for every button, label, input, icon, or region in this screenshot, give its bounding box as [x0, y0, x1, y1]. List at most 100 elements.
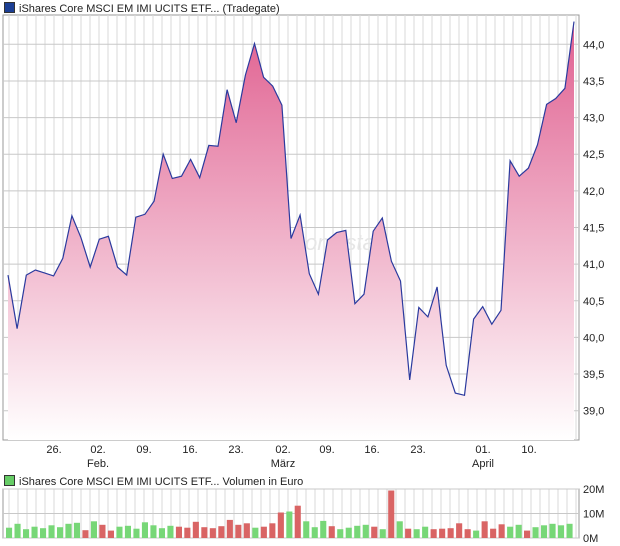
volume-bar [294, 505, 301, 538]
volume-bar [201, 527, 208, 538]
volume-bar [90, 521, 97, 538]
price-x-tick-label: 02. [275, 444, 290, 456]
volume-bar [303, 521, 310, 538]
volume-bar [396, 521, 403, 538]
price-y-tick-label: 39,5 [583, 369, 604, 381]
volume-bar [252, 527, 259, 538]
volume-bar [422, 526, 429, 538]
volume-bar [277, 512, 284, 538]
volume-y-tick-label: 0M [583, 533, 598, 545]
price-y-tick-label: 43,5 [583, 76, 604, 88]
price-legend-swatch [4, 2, 15, 13]
volume-legend: iShares Core MSCI EM IMI UCITS ETF... Vo… [4, 475, 303, 488]
volume-bar [14, 523, 21, 538]
price-x-tick-label: 23. [228, 444, 243, 456]
volume-legend-swatch [4, 475, 15, 486]
volume-bar [218, 526, 225, 538]
price-x-month-label: Feb. [87, 458, 109, 470]
volume-bar [345, 527, 352, 538]
volume-bar [498, 524, 505, 538]
volume-bar [447, 528, 454, 538]
price-x-tick-label: 02. [90, 444, 105, 456]
price-series-line [7, 21, 575, 397]
volume-y-tick-label: 20M [583, 484, 604, 496]
volume-bar [354, 525, 361, 539]
volume-bar [235, 524, 242, 538]
price-y-tick-label: 41,0 [583, 259, 604, 271]
volume-bar [490, 528, 497, 538]
volume-y-tick-label: 10M [583, 509, 604, 521]
volume-bar [65, 523, 72, 538]
volume-bar [464, 529, 471, 538]
volume-bar [481, 521, 488, 538]
volume-bar [40, 528, 47, 538]
volume-bar [269, 523, 276, 538]
volume-legend-unit: Volumen in Euro [222, 476, 304, 488]
price-x-tick-label: 09. [319, 444, 334, 456]
volume-bar [57, 527, 64, 538]
volume-bar [150, 525, 157, 538]
price-y-tick-label: 42,5 [583, 149, 604, 161]
volume-bar [167, 525, 174, 539]
volume-bar [23, 529, 30, 538]
volume-bar [515, 524, 522, 538]
volume-bar [175, 526, 182, 538]
price-y-tick-label: 40,0 [583, 332, 604, 344]
volume-bar [158, 528, 165, 538]
price-y-tick-label: 42,0 [583, 186, 604, 198]
price-area-fill [8, 21, 574, 440]
volume-bar [99, 524, 106, 538]
price-x-tick-label: 01. [475, 444, 490, 456]
volume-bar [456, 523, 463, 538]
volume-bar [48, 525, 55, 538]
volume-bar [507, 526, 514, 538]
volume-bar [532, 527, 539, 538]
volume-bar [82, 530, 89, 538]
price-x-tick-label: 16. [364, 444, 379, 456]
volume-bar [549, 523, 556, 538]
volume-bar [328, 526, 335, 538]
price-x-tick-label: 16. [182, 444, 197, 456]
volume-legend-label: iShares Core MSCI EM IMI UCITS ETF... [19, 476, 220, 488]
volume-bar [286, 511, 293, 538]
price-y-tick-label: 40,5 [583, 296, 604, 308]
price-x-tick-label: 26. [46, 444, 61, 456]
price-y-tick-label: 44,0 [583, 39, 604, 51]
volume-bar [192, 521, 199, 538]
volume-bar [209, 528, 216, 538]
volume-bar [362, 524, 369, 538]
price-y-tick-label: 43,0 [583, 113, 604, 125]
price-legend-label: iShares Core MSCI EM IMI UCITS ETF... [19, 3, 220, 15]
volume-chart: 20M 10M 0M [2, 484, 604, 545]
volume-bar [524, 530, 531, 538]
price-legend-exchange: (Tradegate) [222, 3, 280, 15]
volume-bar [133, 528, 140, 538]
volume-bar [73, 522, 80, 538]
price-y-tick-label: 41,5 [583, 223, 604, 235]
volume-bar [371, 526, 378, 538]
volume-bar [439, 528, 446, 538]
volume-bar [260, 526, 267, 538]
volume-bar [320, 520, 327, 538]
volume-bar [107, 530, 114, 538]
price-legend: iShares Core MSCI EM IMI UCITS ETF... (T… [4, 2, 280, 15]
price-x-month-label: März [271, 458, 295, 470]
price-x-tick-label: 23. [410, 444, 425, 456]
volume-bar [337, 529, 344, 538]
volume-bar [413, 529, 420, 538]
price-y-tick-label: 39,0 [583, 406, 604, 418]
price-chart: 44,0 43,5 43,0 42,5 42,0 41,5 41,0 40,5 40,0 39,5… [2, 14, 604, 470]
price-x-tick-label: 10. [521, 444, 536, 456]
volume-bar [116, 526, 123, 538]
volume-bar [226, 519, 233, 538]
volume-bar [379, 529, 386, 538]
price-x-tick-label: 09. [136, 444, 151, 456]
volume-bar [430, 529, 437, 538]
volume-bar [141, 522, 148, 538]
volume-bar [184, 527, 191, 538]
volume-bar [6, 527, 13, 538]
volume-bar [311, 527, 318, 538]
volume-bar [405, 528, 412, 538]
volume-bar [124, 525, 131, 539]
